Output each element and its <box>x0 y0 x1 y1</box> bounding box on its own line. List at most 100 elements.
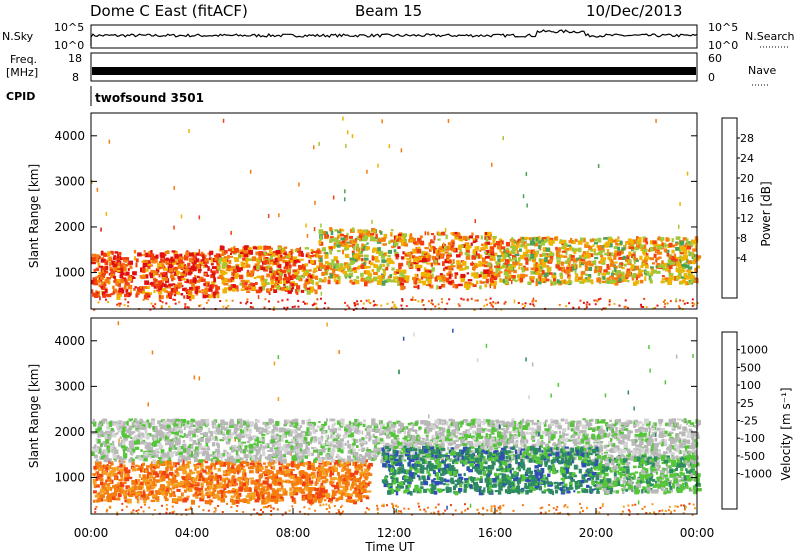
power-cell <box>181 273 184 278</box>
power-cell <box>474 246 480 251</box>
power-cell <box>492 280 497 286</box>
power-cell <box>538 244 541 249</box>
power-cell <box>274 270 277 275</box>
velocity-cell <box>424 428 428 434</box>
velocity-cell <box>346 481 350 486</box>
power-cell <box>393 271 397 274</box>
power-cell <box>506 247 510 252</box>
power-cell <box>230 252 232 255</box>
velocity-cell <box>274 493 279 497</box>
power-cell <box>293 259 298 264</box>
power-cell <box>542 252 547 257</box>
power-cell <box>221 251 227 255</box>
power-cell <box>196 275 200 279</box>
power-cell <box>100 285 103 289</box>
power-ground-cell <box>504 301 507 304</box>
power-cell <box>435 248 438 254</box>
power-cell <box>687 273 691 277</box>
power-cell <box>696 255 702 259</box>
power-cell <box>211 266 217 270</box>
power-cell <box>422 280 426 286</box>
power-cell <box>627 279 630 283</box>
power-ground-cell <box>391 301 394 304</box>
velocity-cell <box>295 489 301 493</box>
power-ground-cell <box>165 302 168 305</box>
velocity-cell <box>196 475 200 480</box>
power-ground-cell <box>604 307 607 310</box>
colorbar-tick-label: 8 <box>740 232 747 245</box>
velocity-cell <box>340 497 344 500</box>
power-cell <box>377 247 381 252</box>
velocity-cell <box>179 496 182 500</box>
power-cell <box>533 271 536 274</box>
power-ground-cell <box>174 298 176 301</box>
velocity-cell <box>213 484 217 488</box>
power-cell <box>223 277 228 283</box>
power-cell <box>418 256 424 262</box>
power-cell <box>220 246 225 251</box>
velocity-cell <box>223 491 227 494</box>
velocity-cell <box>316 482 319 485</box>
power-cell <box>125 282 130 286</box>
power-cell <box>390 239 395 243</box>
power-ground-cell <box>691 298 694 301</box>
velocity-cell <box>128 469 131 474</box>
velocity-cell <box>321 423 325 429</box>
velocity-cell <box>172 462 176 466</box>
power-cell <box>272 253 276 257</box>
velocity-cell <box>280 479 284 483</box>
power-cell <box>334 263 340 267</box>
power-cell <box>593 269 597 274</box>
power-cell <box>246 290 251 293</box>
power-cell <box>451 279 455 283</box>
velocity-cell <box>354 439 359 443</box>
velocity-cell <box>354 470 359 475</box>
cpid-value: twofsound 3501 <box>95 91 204 105</box>
power-cell <box>363 235 369 240</box>
power-cell <box>633 239 638 245</box>
power-cell <box>642 250 647 254</box>
velocity-cell <box>95 478 99 481</box>
power-cell <box>607 256 612 260</box>
power-cell <box>92 259 96 263</box>
power-echo <box>298 182 300 187</box>
power-cell <box>358 229 361 232</box>
velocity-cell <box>392 425 396 431</box>
velocity-cell <box>361 441 364 447</box>
velocity-cell <box>544 421 547 426</box>
power-cell <box>366 276 372 280</box>
nsky-tick-bottom: 10^0 <box>54 39 84 52</box>
power-cell <box>535 262 538 267</box>
power-cell <box>249 282 253 287</box>
power-echo <box>332 195 335 200</box>
power-ground-cell <box>174 302 177 305</box>
power-cell <box>500 253 506 257</box>
power-cell <box>183 265 186 270</box>
velocity-cell <box>266 477 270 483</box>
power-cell <box>262 252 267 255</box>
power-cell <box>682 269 686 273</box>
power-ground-cell <box>184 307 187 310</box>
power-cell <box>278 274 282 278</box>
power-cell <box>468 235 473 239</box>
velocity-cell <box>227 429 232 432</box>
power-cell <box>363 254 369 257</box>
velocity-cell <box>193 463 197 467</box>
velocity-cell <box>114 484 120 488</box>
power-cell <box>394 242 399 246</box>
velocity-cell <box>355 484 360 490</box>
power-echo <box>678 224 680 229</box>
power-cell <box>402 233 407 238</box>
power-cell <box>101 256 105 260</box>
velocity-cell <box>362 495 368 498</box>
velocity-cell <box>363 419 366 423</box>
power-cell <box>439 248 444 253</box>
power-cell <box>414 256 419 260</box>
power-cell <box>117 262 121 266</box>
velocity-cell <box>175 500 179 504</box>
power-cell <box>385 266 389 271</box>
power-cell <box>418 239 422 244</box>
velocity-cell <box>335 455 339 459</box>
velocity-cell <box>363 481 367 486</box>
power-cell <box>300 253 304 257</box>
